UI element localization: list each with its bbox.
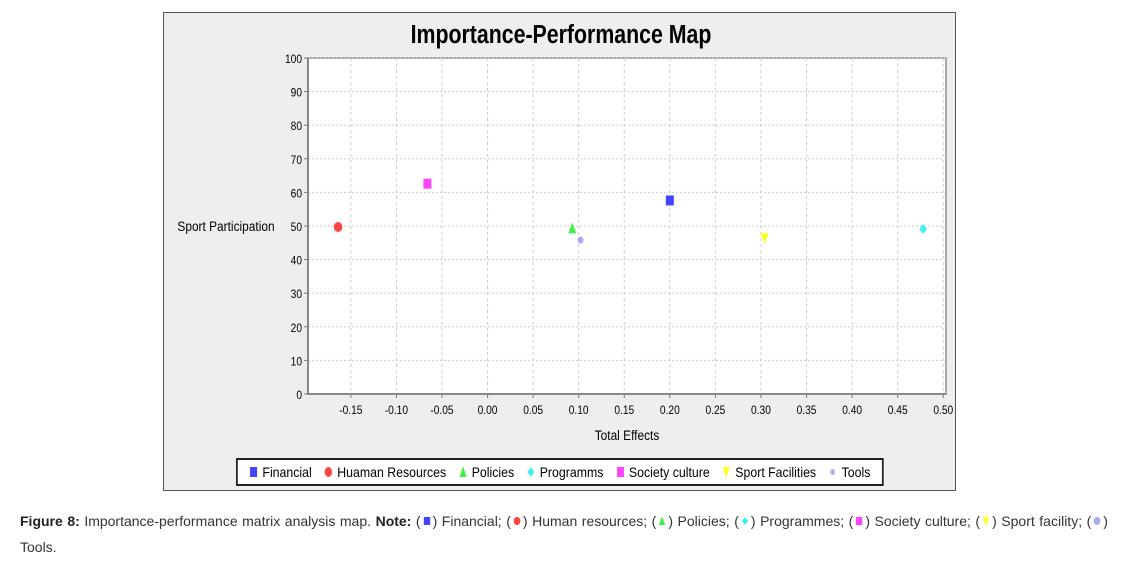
caption-text: Importance-performance matrix analysis m… (84, 513, 372, 529)
legend-marker (250, 467, 258, 477)
caption-item: Human resources; (532, 513, 648, 529)
caption-marker-icon (513, 517, 521, 526)
y-tick-label: 0 (296, 389, 302, 402)
caption-item: Society culture; (874, 513, 971, 529)
caption-marker (982, 517, 990, 527)
legend-item: Policies (459, 464, 515, 480)
x-tick-label: 0.45 (888, 404, 908, 417)
legend-label: Sport Facilities (735, 464, 817, 480)
caption-note-label: Note: (375, 513, 412, 529)
y-tick-label: 20 (291, 322, 302, 335)
legend-item: Tools (828, 464, 870, 480)
y-axis-label: Sport Participation (177, 218, 274, 234)
caption-item: Tools. (20, 539, 57, 555)
caption-item: Financial; (441, 513, 502, 529)
legend-marker-icon (722, 467, 731, 478)
x-tick-label: 0.40 (842, 404, 862, 417)
legend-item: Society culture (616, 464, 710, 480)
x-tick-label: 0.25 (705, 404, 725, 417)
x-tick-label: 0.20 (660, 404, 680, 417)
caption-marker-icon (1093, 517, 1101, 526)
legend-marker (527, 467, 535, 477)
caption-item: Sport facility; (1001, 513, 1083, 529)
legend-marker (459, 466, 467, 477)
x-tick-label: 0.50 (933, 404, 953, 417)
caption-marker (423, 517, 430, 526)
y-tick-label: 60 (291, 188, 302, 201)
legend-marker (616, 467, 624, 477)
legend-item: Financial (249, 464, 312, 480)
x-tick-label: 0.35 (797, 404, 817, 417)
legend: Financial Huaman Resources Policies Program… (236, 458, 884, 486)
y-tick-label: 50 (291, 221, 302, 234)
caption-marker-icon (659, 516, 666, 526)
legend-marker-icon (324, 467, 333, 477)
caption-marker (856, 517, 863, 526)
caption-marker-icon (982, 517, 990, 527)
y-tick-label: 10 (291, 356, 302, 369)
caption-marker-icon (423, 517, 430, 526)
caption-marker (513, 517, 521, 526)
chart: Importance-Performance Map -0.15 -0.10 -0.… (163, 12, 956, 491)
legend-item: Sport Facilities (722, 464, 816, 480)
legend-marker-icon (830, 469, 836, 475)
legend-label: Society culture (628, 464, 710, 480)
data-point-society-culture (423, 178, 432, 189)
x-tick-label: 0.15 (614, 404, 634, 417)
legend-marker (830, 469, 836, 475)
data-point-policies (568, 222, 577, 234)
legend-marker (324, 467, 333, 477)
caption-marker-icon (741, 517, 749, 526)
plot-area (307, 57, 947, 395)
legend-label: Huaman Resources (337, 464, 447, 480)
legend-marker-icon (459, 466, 467, 477)
caption-marker (659, 516, 666, 526)
legend-label: Programms (539, 464, 604, 480)
data-point-financial (665, 195, 674, 206)
x-tick-label: -0.05 (430, 404, 453, 417)
legend-label: Financial (262, 464, 312, 480)
caption-label: Figure 8: (20, 513, 80, 529)
data-point-huaman-resources (333, 222, 343, 233)
legend-label: Policies (471, 464, 515, 480)
x-axis-label: Total Effects (595, 427, 660, 443)
x-tick-label: 0.05 (523, 404, 543, 417)
y-tick-label: 80 (291, 121, 302, 134)
legend-marker (722, 467, 731, 478)
y-tick-label: 70 (291, 154, 302, 167)
y-tick-label: 90 (291, 87, 302, 100)
x-tick-label: 0.00 (478, 404, 498, 417)
x-tick-label: -0.15 (339, 404, 362, 417)
y-tick-label: 100 (285, 53, 302, 66)
legend-item: Programms (527, 464, 604, 480)
figure-caption: Figure 8: Importance-performance matrix … (20, 513, 1108, 555)
legend-marker-icon (527, 467, 535, 477)
x-tick-label: 0.10 (569, 404, 589, 417)
legend-marker-icon (616, 467, 624, 477)
chart-title: Importance-Performance Map (411, 20, 712, 50)
data-point-programms (919, 224, 928, 235)
caption-marker (741, 517, 749, 526)
x-tick-label: 0.30 (751, 404, 771, 417)
caption-marker (1093, 517, 1101, 526)
data-point-tools (577, 236, 584, 244)
y-tick-label: 30 (291, 289, 302, 302)
caption-item: Policies; (677, 513, 730, 529)
legend-marker-icon (250, 467, 258, 477)
y-tick-label: 40 (291, 255, 302, 268)
chart-svg: Importance-Performance Map -0.15 -0.10 -0.… (177, 20, 953, 443)
legend-label: Tools (841, 464, 871, 480)
caption-marker-icon (856, 517, 863, 526)
legend-item: Huaman Resources (324, 464, 446, 480)
caption-item: Programmes; (760, 513, 845, 529)
data-point-sport-facilities (760, 233, 769, 245)
x-tick-label: -0.10 (385, 404, 408, 417)
